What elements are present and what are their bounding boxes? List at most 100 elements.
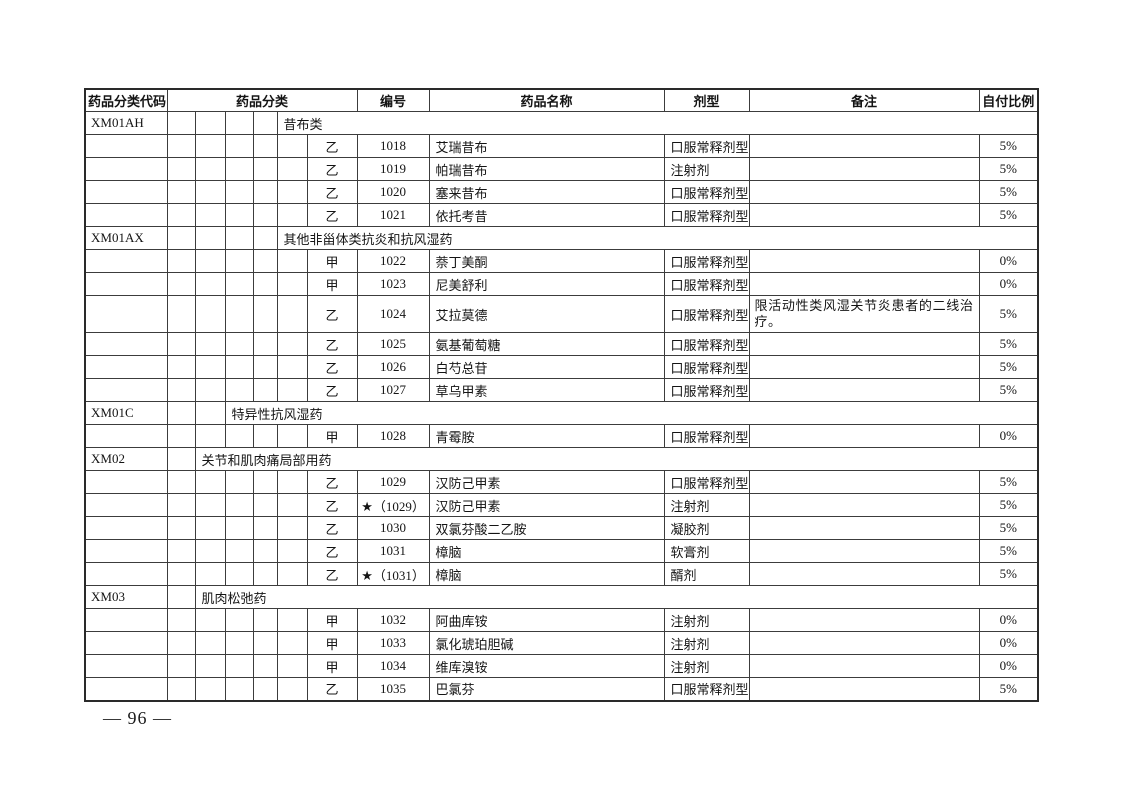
cell-hierarchy-empty [224,226,254,250]
cell-hierarchy-empty [166,585,196,609]
cell-ratio: 0% [978,631,1039,655]
cell-hierarchy-empty [224,180,254,204]
cell-form: 凝胶剂 [663,516,750,540]
cell-remark [748,157,980,181]
cell-hierarchy-empty [166,424,196,448]
cell-hierarchy-empty [276,562,308,586]
drug-row: 甲 1032 阿曲库铵 注射剂 0% [84,608,1039,632]
cell-hierarchy-empty [252,226,278,250]
cell-hierarchy-empty [224,516,254,540]
cell-form: 注射剂 [663,157,750,181]
cell-hierarchy-empty [224,134,254,158]
cell-remark [748,539,980,563]
category-row: XM01C 特异性抗风湿药 [84,401,1039,425]
cell-hierarchy-empty [252,157,278,181]
cell-hierarchy-empty [252,470,278,494]
cell-hierarchy-empty [224,111,254,135]
cell-hierarchy-empty [194,295,226,333]
cell-hierarchy-empty [224,203,254,227]
cell-form: 注射剂 [663,608,750,632]
cell-hierarchy-empty [224,295,254,333]
cell-code: XM01C [84,401,168,425]
cell-form: 口服常释剂型 [663,378,750,402]
cell-number: 1033 [356,631,430,655]
page-number: — 96 — [103,708,172,728]
cell-hierarchy-empty [252,562,278,586]
cell-hierarchy-empty [166,608,196,632]
header-form: 剂型 [663,88,750,112]
cell-code [84,203,168,227]
cell-form: 口服常释剂型 [663,424,750,448]
cell-name: 白芍总苷 [428,355,665,379]
cell-name: 氨基葡萄糖 [428,332,665,356]
cell-hierarchy-empty [194,332,226,356]
cell-remark [748,562,980,586]
cell-class: 甲 [306,272,358,296]
cell-hierarchy-empty [224,378,254,402]
cell-hierarchy-empty [276,249,308,273]
cell-hierarchy-empty [252,608,278,632]
cell-hierarchy-empty [252,677,278,701]
cell-hierarchy-empty [194,539,226,563]
cell-name: 汉防己甲素 [428,470,665,494]
cell-number: 1031 [356,539,430,563]
cell-remark [748,203,980,227]
header-row: 药品分类代码 药品分类 编号 药品名称 剂型 备注 自付比例 [84,88,1039,112]
cell-hierarchy-empty [276,493,308,517]
drug-row: 甲 1033 氯化琥珀胆碱 注射剂 0% [84,631,1039,655]
cell-ratio: 5% [978,134,1039,158]
cell-hierarchy-empty [224,608,254,632]
cell-class: 乙 [306,295,358,333]
cell-number: 1030 [356,516,430,540]
cell-class: 乙 [306,157,358,181]
cell-name: 阿曲库铵 [428,608,665,632]
cell-hierarchy-empty [194,249,226,273]
cell-class: 甲 [306,424,358,448]
cell-ratio: 5% [978,180,1039,204]
cell-hierarchy-empty [276,295,308,333]
cell-hierarchy-empty [276,332,308,356]
cell-number: ★（1029） [356,493,430,517]
cell-remark [748,516,980,540]
drug-row: 乙 1024 艾拉莫德 口服常释剂型 限活动性类风湿关节炎患者的二线治疗。 5% [84,295,1039,333]
cell-hierarchy-empty [166,493,196,517]
cell-code [84,424,168,448]
cell-hierarchy-empty [194,516,226,540]
cell-class: 乙 [306,332,358,356]
cell-name: 萘丁美酮 [428,249,665,273]
cell-hierarchy-empty [194,654,226,678]
cell-ratio: 0% [978,424,1039,448]
cell-form: 注射剂 [663,631,750,655]
cell-hierarchy-empty [194,272,226,296]
cell-hierarchy-empty [224,249,254,273]
cell-number: 1034 [356,654,430,678]
cell-hierarchy-empty [252,631,278,655]
cell-code [84,355,168,379]
category-row: XM01AH 昔布类 [84,111,1039,135]
cell-class: 乙 [306,134,358,158]
cell-form: 口服常释剂型 [663,203,750,227]
cell-name: 依托考昔 [428,203,665,227]
cell-name: 帕瑞昔布 [428,157,665,181]
cell-hierarchy-empty [276,424,308,448]
cell-code [84,608,168,632]
cell-hierarchy-empty [276,203,308,227]
cell-hierarchy-empty [224,562,254,586]
cell-number: 1022 [356,249,430,273]
drug-row: 乙 1025 氨基葡萄糖 口服常释剂型 5% [84,332,1039,356]
cell-class: 乙 [306,180,358,204]
cell-code [84,332,168,356]
cell-class: 乙 [306,677,358,701]
cell-ratio: 5% [978,562,1039,586]
cell-hierarchy-empty [276,608,308,632]
category-row: XM03 肌肉松弛药 [84,585,1039,609]
drug-row: 乙 1020 塞来昔布 口服常释剂型 5% [84,180,1039,204]
cell-class: 甲 [306,608,358,632]
cell-hierarchy-empty [252,203,278,227]
cell-form: 口服常释剂型 [663,470,750,494]
cell-hierarchy-empty [224,424,254,448]
cell-hierarchy-empty [276,654,308,678]
cell-hierarchy-empty [194,378,226,402]
drug-row: 甲 1022 萘丁美酮 口服常释剂型 0% [84,249,1039,273]
drug-row: 甲 1034 维库溴铵 注射剂 0% [84,654,1039,678]
